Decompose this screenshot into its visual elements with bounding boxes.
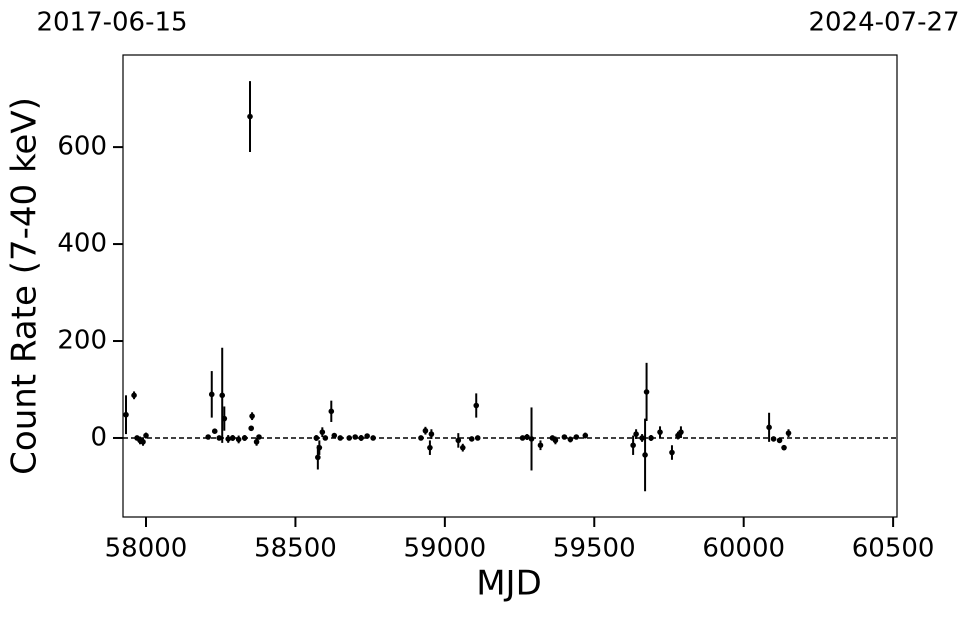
x-tick-label: 58000 [105,534,188,564]
data-point [573,434,580,440]
data-point [249,413,255,419]
data-point [205,434,211,440]
data-point [229,435,236,441]
data-point [639,435,645,441]
data-point [370,435,376,441]
data-point [528,436,535,442]
data-point [630,442,636,449]
data-point [552,437,559,444]
data-point [678,429,684,435]
data-point [781,444,787,451]
data-point [219,392,226,399]
data-point [427,444,433,451]
data-point [358,435,364,441]
x-axis-label: MJD [476,564,542,604]
data-point [322,435,329,441]
data-point [519,435,526,441]
x-tick-label: 60500 [852,534,935,564]
data-point [643,389,650,395]
data-point [216,435,223,441]
data-point [633,431,639,437]
x-tick-label: 59500 [553,534,636,564]
data-point [455,437,462,444]
data-point [256,434,262,440]
y-tick-label: 400 [57,229,107,259]
data-point [459,444,466,451]
data-point [422,427,429,434]
data-point [669,449,675,456]
data-point [247,113,253,120]
data-point [428,431,435,437]
data-point [770,436,777,442]
x-tick-label: 59000 [403,534,486,564]
data-point [143,432,149,439]
data-point [567,436,574,443]
data-point [316,444,323,451]
data-point [211,428,218,434]
data-point [776,437,783,444]
data-point [537,442,544,449]
data-point [221,415,228,422]
x-tick-label: 60000 [702,534,785,564]
data-point [473,402,480,409]
data-point [208,391,215,398]
data-point [315,454,321,461]
data-point [582,432,589,439]
data-point [131,392,137,399]
data-point [561,434,568,440]
data-point [657,429,663,435]
data-point [648,435,654,441]
data-point [346,435,353,441]
x-tick-label: 58500 [254,534,337,564]
date-end: 2024-07-27 [808,8,959,38]
data-point [337,435,344,441]
data-point [474,435,481,441]
data-point [253,439,260,445]
data-point [123,411,129,418]
data-point [235,436,242,443]
data-point [468,436,475,442]
data-point [766,424,772,431]
data-point [248,425,255,432]
data-point [364,433,370,439]
data-point [140,439,146,445]
data-point [313,435,320,441]
data-point [319,429,326,435]
y-tick-label: 600 [57,132,107,162]
data-point [642,452,648,458]
data-point [352,434,359,440]
y-tick-label: 0 [90,422,107,452]
data-point [331,432,338,439]
data-point [524,434,530,440]
data-point [785,430,792,436]
data-point [418,435,424,441]
y-axis-label: Count Rate (7-40 keV) [5,97,45,475]
data-point [328,408,335,415]
date-start: 2017-06-15 [36,8,187,38]
data-point [241,435,248,441]
data-point [225,436,231,442]
plot-frame [122,54,898,518]
y-tick-label: 200 [57,326,107,356]
